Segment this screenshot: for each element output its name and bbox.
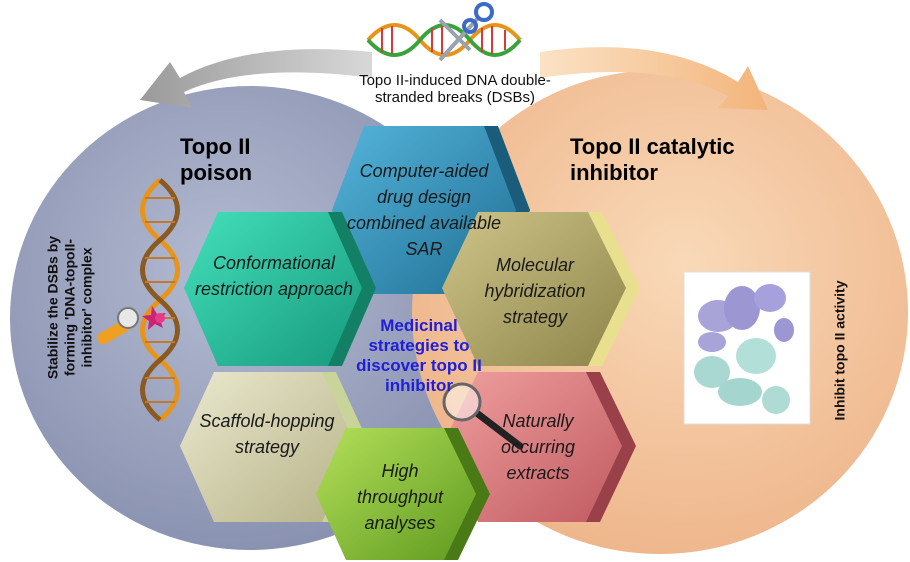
poison-side-line2: forming 'DNA-topoII-: [61, 238, 78, 377]
hex-scaffold-label: Scaffold-hopping strategy: [194, 408, 340, 460]
hex-natural-text: Naturally occurring extracts: [500, 411, 576, 483]
hex-natural-label: Naturally occurring extracts: [472, 408, 604, 486]
center-label: Medicinal strategies to discover topo II…: [346, 316, 492, 396]
hex-molecular-text: Molecular hybridization strategy: [484, 255, 586, 327]
hex-hts-label: High throughput analyses: [340, 458, 460, 536]
poison-heading: Topo II poison: [180, 134, 300, 186]
poison-side-line3: inhibitor' complex: [78, 247, 95, 368]
catalytic-side-text: Inhibit topo II activity: [832, 251, 849, 451]
hex-natural: [442, 372, 636, 522]
hex-scaffold-text: Scaffold-hopping strategy: [199, 411, 335, 457]
hex-conformational-label: Conformational restriction approach: [194, 250, 354, 302]
hex-conformational: [184, 212, 376, 366]
poison-title-line2: poison: [180, 160, 253, 185]
ligand-icon: [97, 306, 166, 345]
scissors-icon: [438, 2, 494, 62]
dsb-caption: Topo II-induced DNA double-stranded brea…: [350, 72, 560, 106]
hex-hts-text: High throughput analyses: [356, 461, 444, 533]
dna-helix-top-icon: [366, 23, 522, 57]
catalytic-title-line2: inhibitor: [570, 160, 658, 185]
hex-cadd-label: Computer-aided drug design combined avai…: [346, 158, 502, 262]
hex-cadd-text: Computer-aided drug design combined avai…: [346, 161, 502, 259]
dsb-caption-text: Topo II-induced DNA double-stranded brea…: [359, 72, 551, 106]
hex-conformational-text: Conformational restriction approach: [194, 253, 354, 299]
right-curved-arrow-icon: [540, 47, 768, 110]
poison-side-line1: Stabilize the DSBs by: [44, 235, 61, 380]
hex-hts: [316, 428, 490, 560]
center-text: Medicinal strategies to discover topo II…: [356, 316, 482, 395]
catalytic-side-line: Inhibit topo II activity: [831, 280, 848, 421]
protein-structure-icon: [683, 271, 811, 425]
magnifier-icon: [442, 382, 524, 450]
poison-side-text: Stabilize the DSBs by forming 'DNA-topoI…: [45, 198, 96, 418]
left-curved-arrow-icon: [140, 49, 372, 108]
poison-title-line1: Topo II: [180, 134, 251, 159]
dna-helix-left-icon: [140, 178, 180, 422]
hex-molecular: [442, 212, 640, 366]
catalytic-title-line1: Topo II catalytic: [570, 134, 735, 159]
catalytic-heading: Topo II catalytic inhibitor: [570, 134, 810, 186]
hex-molecular-label: Molecular hybridization strategy: [462, 252, 608, 330]
